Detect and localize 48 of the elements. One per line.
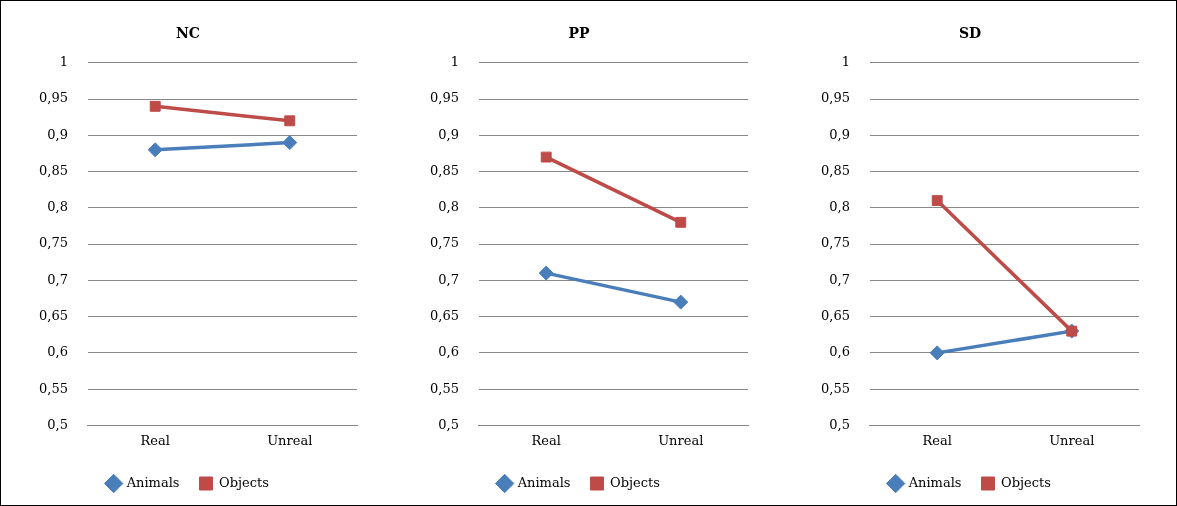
y-tick-label: 0,65 bbox=[820, 307, 850, 323]
y-tick-label: 0,6 bbox=[47, 344, 68, 360]
y-tick-label: 0,7 bbox=[438, 271, 459, 287]
y-tick-label: 0,75 bbox=[820, 235, 850, 251]
y-tick-label: 0,95 bbox=[38, 90, 68, 106]
y-tick-label: 0,65 bbox=[38, 307, 68, 323]
y-tick-label: 1 bbox=[841, 54, 850, 70]
y-tick-label: 1 bbox=[59, 54, 68, 70]
legend-label: Animals bbox=[516, 474, 571, 490]
y-tick-label: 0,5 bbox=[438, 416, 459, 432]
y-tick-label: 0,6 bbox=[829, 344, 850, 360]
legend-label: Objects bbox=[1000, 474, 1051, 490]
y-tick-label: 1 bbox=[450, 54, 459, 70]
y-tick-label: 0,8 bbox=[829, 199, 850, 215]
y-tick-label: 0,85 bbox=[38, 162, 68, 178]
y-tick-label: 0,55 bbox=[429, 380, 459, 396]
y-tick-label: 0,9 bbox=[438, 126, 459, 142]
y-tick-label: 0,7 bbox=[47, 271, 68, 287]
x-tick-label: Real bbox=[922, 432, 952, 448]
y-tick-label: 0,85 bbox=[429, 162, 459, 178]
y-tick-label: 0,55 bbox=[820, 380, 850, 396]
y-tick-label: 0,8 bbox=[438, 199, 459, 215]
x-tick-label: Real bbox=[531, 432, 561, 448]
y-tick-label: 0,75 bbox=[38, 235, 68, 251]
y-tick-label: 0,5 bbox=[47, 416, 68, 432]
legend-label: Objects bbox=[609, 474, 660, 490]
chart-title: NC bbox=[176, 25, 200, 42]
x-tick-label: Unreal bbox=[658, 432, 704, 448]
x-tick-label: Unreal bbox=[267, 432, 313, 448]
y-tick-label: 0,65 bbox=[429, 307, 459, 323]
legend-label: Animals bbox=[907, 474, 962, 490]
x-tick-label: Real bbox=[140, 432, 170, 448]
y-tick-label: 0,6 bbox=[438, 344, 459, 360]
y-tick-label: 0,95 bbox=[429, 90, 459, 106]
y-tick-label: 0,7 bbox=[829, 271, 850, 287]
y-tick-label: 0,8 bbox=[47, 199, 68, 215]
y-tick-label: 0,9 bbox=[829, 126, 850, 142]
chart-title: PP bbox=[568, 25, 590, 42]
legend-label: Objects bbox=[218, 474, 269, 490]
legend-label: Animals bbox=[125, 474, 180, 490]
y-tick-label: 0,9 bbox=[47, 126, 68, 142]
y-tick-label: 0,5 bbox=[829, 416, 850, 432]
y-tick-label: 0,75 bbox=[429, 235, 459, 251]
x-tick-label: Unreal bbox=[1049, 432, 1095, 448]
chart-title: SD bbox=[958, 25, 982, 42]
y-tick-label: 0,85 bbox=[820, 162, 850, 178]
y-tick-label: 0,95 bbox=[820, 90, 850, 106]
y-tick-label: 0,55 bbox=[38, 380, 68, 396]
